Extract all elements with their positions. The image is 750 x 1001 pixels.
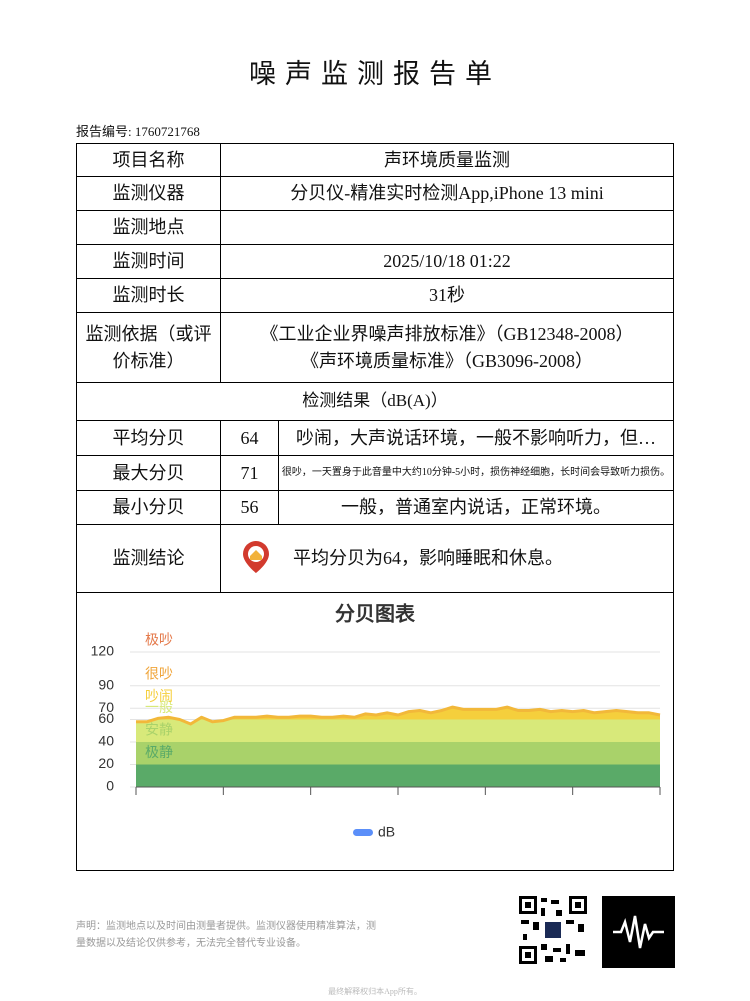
band-label: 吵闹 (145, 688, 173, 704)
value: 《工业企业界噪声排放标准》（GB12348-2008） 《声环境质量标准》（GB… (220, 312, 674, 383)
y-tick-label: 90 (98, 676, 114, 692)
copyright: 最终解释权归本App所有。 (328, 987, 422, 996)
y-tick-label: 70 (98, 699, 114, 715)
band (136, 652, 660, 686)
band-label: 很吵 (145, 665, 173, 681)
band-label: 安静 (145, 722, 173, 738)
y-tick-label: 40 (98, 733, 114, 749)
y-tick-label: 120 (91, 643, 115, 659)
band (136, 707, 660, 709)
y-tick-label: 0 (106, 778, 114, 794)
legend-swatch (353, 829, 373, 836)
title: 噪声监测报告单 (249, 59, 501, 89)
chart-frame (76, 592, 674, 871)
location-icon (243, 541, 269, 573)
qr-code (519, 896, 587, 964)
chart-title: 分贝图表 (335, 601, 416, 625)
report-no: 报告编号: 1760721768 (76, 124, 200, 139)
line (136, 705, 661, 726)
legend-label: dB (378, 824, 395, 840)
band (136, 742, 660, 765)
band-label: 极静 (145, 744, 173, 760)
value-line: 《声环境质量标准》（GB3096-2008） (301, 350, 593, 371)
disclaimer: 声明：监测地点以及时间由测量者提供。监测仪器使用精准算法，测量数据以及结论仅供参… (76, 921, 376, 949)
app-logo (602, 896, 675, 968)
y-tick-label: 20 (98, 755, 114, 771)
band (136, 764, 660, 787)
band-label: 一般 (145, 699, 173, 715)
band (136, 719, 660, 742)
band-label: 极吵 (145, 632, 173, 648)
y-tick-label: 60 (98, 710, 114, 726)
value-line: 《工业企业界噪声排放标准》（GB12348-2008） (260, 324, 634, 345)
